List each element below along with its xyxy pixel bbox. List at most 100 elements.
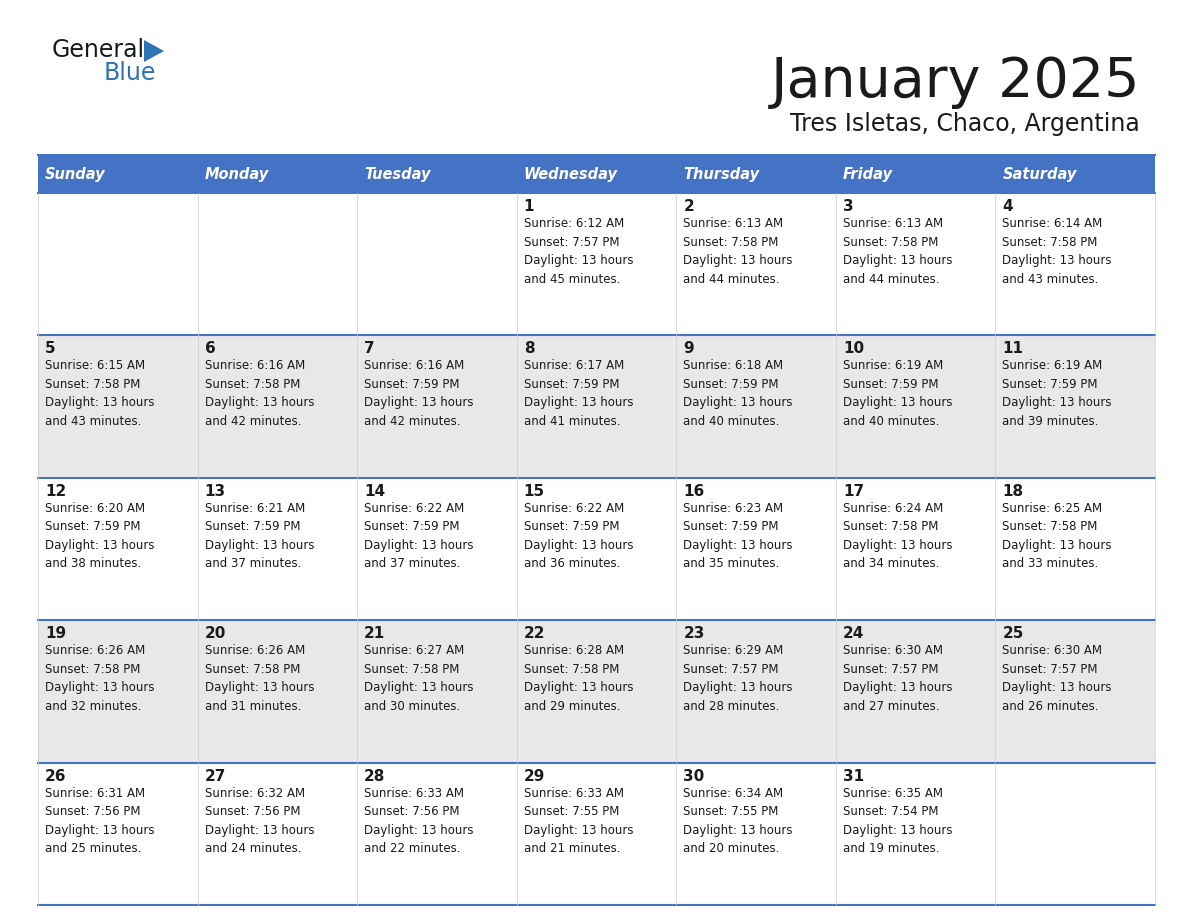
Bar bbox=[38, 477, 197, 621]
Text: 27: 27 bbox=[204, 768, 226, 784]
Text: Sunrise: 6:19 AM
Sunset: 7:59 PM
Daylight: 13 hours
and 40 minutes.: Sunrise: 6:19 AM Sunset: 7:59 PM Dayligh… bbox=[842, 360, 953, 428]
Text: Saturday: Saturday bbox=[1003, 166, 1076, 182]
Text: 19: 19 bbox=[45, 626, 67, 641]
Text: Sunrise: 6:32 AM
Sunset: 7:56 PM
Daylight: 13 hours
and 24 minutes.: Sunrise: 6:32 AM Sunset: 7:56 PM Dayligh… bbox=[204, 787, 314, 855]
Text: 18: 18 bbox=[1003, 484, 1024, 498]
Text: 28: 28 bbox=[365, 768, 386, 784]
Bar bbox=[836, 763, 996, 905]
Text: Sunrise: 6:24 AM
Sunset: 7:58 PM
Daylight: 13 hours
and 34 minutes.: Sunrise: 6:24 AM Sunset: 7:58 PM Dayligh… bbox=[842, 502, 953, 570]
Bar bbox=[358, 763, 517, 905]
Text: Thursday: Thursday bbox=[683, 166, 759, 182]
Text: Sunrise: 6:27 AM
Sunset: 7:58 PM
Daylight: 13 hours
and 30 minutes.: Sunrise: 6:27 AM Sunset: 7:58 PM Dayligh… bbox=[365, 644, 474, 712]
Bar bbox=[676, 155, 836, 193]
Bar bbox=[197, 477, 358, 621]
Text: Sunrise: 6:16 AM
Sunset: 7:58 PM
Daylight: 13 hours
and 42 minutes.: Sunrise: 6:16 AM Sunset: 7:58 PM Dayligh… bbox=[204, 360, 314, 428]
Text: 25: 25 bbox=[1003, 626, 1024, 641]
Bar bbox=[197, 193, 358, 335]
Text: Sunday: Sunday bbox=[45, 166, 106, 182]
Text: Sunrise: 6:35 AM
Sunset: 7:54 PM
Daylight: 13 hours
and 19 minutes.: Sunrise: 6:35 AM Sunset: 7:54 PM Dayligh… bbox=[842, 787, 953, 855]
Text: 30: 30 bbox=[683, 768, 704, 784]
Text: Sunrise: 6:23 AM
Sunset: 7:59 PM
Daylight: 13 hours
and 35 minutes.: Sunrise: 6:23 AM Sunset: 7:59 PM Dayligh… bbox=[683, 502, 792, 570]
Bar bbox=[517, 335, 676, 477]
Text: 2: 2 bbox=[683, 199, 694, 214]
Bar bbox=[676, 763, 836, 905]
Bar bbox=[836, 335, 996, 477]
Text: 5: 5 bbox=[45, 341, 56, 356]
Text: 3: 3 bbox=[842, 199, 853, 214]
Text: Sunrise: 6:12 AM
Sunset: 7:57 PM
Daylight: 13 hours
and 45 minutes.: Sunrise: 6:12 AM Sunset: 7:57 PM Dayligh… bbox=[524, 217, 633, 285]
Text: Sunrise: 6:20 AM
Sunset: 7:59 PM
Daylight: 13 hours
and 38 minutes.: Sunrise: 6:20 AM Sunset: 7:59 PM Dayligh… bbox=[45, 502, 154, 570]
Bar bbox=[517, 155, 676, 193]
Text: 12: 12 bbox=[45, 484, 67, 498]
Text: 22: 22 bbox=[524, 626, 545, 641]
Text: Sunrise: 6:15 AM
Sunset: 7:58 PM
Daylight: 13 hours
and 43 minutes.: Sunrise: 6:15 AM Sunset: 7:58 PM Dayligh… bbox=[45, 360, 154, 428]
Text: 13: 13 bbox=[204, 484, 226, 498]
Text: Sunrise: 6:31 AM
Sunset: 7:56 PM
Daylight: 13 hours
and 25 minutes.: Sunrise: 6:31 AM Sunset: 7:56 PM Dayligh… bbox=[45, 787, 154, 855]
Bar bbox=[836, 621, 996, 763]
Text: Sunrise: 6:16 AM
Sunset: 7:59 PM
Daylight: 13 hours
and 42 minutes.: Sunrise: 6:16 AM Sunset: 7:59 PM Dayligh… bbox=[365, 360, 474, 428]
Bar bbox=[996, 193, 1155, 335]
Text: Sunrise: 6:33 AM
Sunset: 7:55 PM
Daylight: 13 hours
and 21 minutes.: Sunrise: 6:33 AM Sunset: 7:55 PM Dayligh… bbox=[524, 787, 633, 855]
Text: Sunrise: 6:29 AM
Sunset: 7:57 PM
Daylight: 13 hours
and 28 minutes.: Sunrise: 6:29 AM Sunset: 7:57 PM Dayligh… bbox=[683, 644, 792, 712]
Text: Sunrise: 6:26 AM
Sunset: 7:58 PM
Daylight: 13 hours
and 32 minutes.: Sunrise: 6:26 AM Sunset: 7:58 PM Dayligh… bbox=[45, 644, 154, 712]
Bar bbox=[996, 477, 1155, 621]
Text: Sunrise: 6:13 AM
Sunset: 7:58 PM
Daylight: 13 hours
and 44 minutes.: Sunrise: 6:13 AM Sunset: 7:58 PM Dayligh… bbox=[683, 217, 792, 285]
Text: Sunrise: 6:25 AM
Sunset: 7:58 PM
Daylight: 13 hours
and 33 minutes.: Sunrise: 6:25 AM Sunset: 7:58 PM Dayligh… bbox=[1003, 502, 1112, 570]
Bar bbox=[197, 155, 358, 193]
Text: Sunrise: 6:33 AM
Sunset: 7:56 PM
Daylight: 13 hours
and 22 minutes.: Sunrise: 6:33 AM Sunset: 7:56 PM Dayligh… bbox=[365, 787, 474, 855]
Bar bbox=[676, 193, 836, 335]
Bar bbox=[517, 621, 676, 763]
Text: 23: 23 bbox=[683, 626, 704, 641]
Bar bbox=[197, 621, 358, 763]
Text: 6: 6 bbox=[204, 341, 215, 356]
Bar bbox=[197, 335, 358, 477]
Text: 10: 10 bbox=[842, 341, 864, 356]
Text: Sunrise: 6:22 AM
Sunset: 7:59 PM
Daylight: 13 hours
and 37 minutes.: Sunrise: 6:22 AM Sunset: 7:59 PM Dayligh… bbox=[365, 502, 474, 570]
Bar bbox=[38, 335, 197, 477]
Bar bbox=[517, 763, 676, 905]
Text: Sunrise: 6:18 AM
Sunset: 7:59 PM
Daylight: 13 hours
and 40 minutes.: Sunrise: 6:18 AM Sunset: 7:59 PM Dayligh… bbox=[683, 360, 792, 428]
Bar bbox=[996, 763, 1155, 905]
Bar bbox=[996, 155, 1155, 193]
Text: 4: 4 bbox=[1003, 199, 1013, 214]
Text: Tres Isletas, Chaco, Argentina: Tres Isletas, Chaco, Argentina bbox=[790, 112, 1140, 136]
Bar bbox=[517, 193, 676, 335]
Bar bbox=[996, 335, 1155, 477]
Text: 14: 14 bbox=[365, 484, 385, 498]
Bar bbox=[676, 335, 836, 477]
Bar bbox=[358, 193, 517, 335]
Text: 16: 16 bbox=[683, 484, 704, 498]
Text: Sunrise: 6:34 AM
Sunset: 7:55 PM
Daylight: 13 hours
and 20 minutes.: Sunrise: 6:34 AM Sunset: 7:55 PM Dayligh… bbox=[683, 787, 792, 855]
Text: 20: 20 bbox=[204, 626, 226, 641]
Bar bbox=[996, 621, 1155, 763]
Bar bbox=[836, 477, 996, 621]
Text: 9: 9 bbox=[683, 341, 694, 356]
Bar bbox=[358, 477, 517, 621]
Bar bbox=[358, 621, 517, 763]
Text: 11: 11 bbox=[1003, 341, 1023, 356]
Bar bbox=[38, 763, 197, 905]
Bar bbox=[358, 155, 517, 193]
Text: 21: 21 bbox=[365, 626, 385, 641]
Bar bbox=[197, 763, 358, 905]
Text: Sunrise: 6:19 AM
Sunset: 7:59 PM
Daylight: 13 hours
and 39 minutes.: Sunrise: 6:19 AM Sunset: 7:59 PM Dayligh… bbox=[1003, 360, 1112, 428]
Text: 17: 17 bbox=[842, 484, 864, 498]
Bar bbox=[836, 193, 996, 335]
Text: General: General bbox=[52, 38, 145, 62]
Text: 29: 29 bbox=[524, 768, 545, 784]
Bar bbox=[38, 155, 197, 193]
Text: January 2025: January 2025 bbox=[771, 55, 1140, 109]
Text: Sunrise: 6:30 AM
Sunset: 7:57 PM
Daylight: 13 hours
and 26 minutes.: Sunrise: 6:30 AM Sunset: 7:57 PM Dayligh… bbox=[1003, 644, 1112, 712]
Text: Sunrise: 6:14 AM
Sunset: 7:58 PM
Daylight: 13 hours
and 43 minutes.: Sunrise: 6:14 AM Sunset: 7:58 PM Dayligh… bbox=[1003, 217, 1112, 285]
Text: 31: 31 bbox=[842, 768, 864, 784]
Text: 1: 1 bbox=[524, 199, 535, 214]
Text: Sunrise: 6:13 AM
Sunset: 7:58 PM
Daylight: 13 hours
and 44 minutes.: Sunrise: 6:13 AM Sunset: 7:58 PM Dayligh… bbox=[842, 217, 953, 285]
Bar bbox=[517, 477, 676, 621]
Text: 26: 26 bbox=[45, 768, 67, 784]
Bar bbox=[836, 155, 996, 193]
Text: 7: 7 bbox=[365, 341, 374, 356]
Text: 15: 15 bbox=[524, 484, 545, 498]
Bar bbox=[676, 477, 836, 621]
Bar bbox=[38, 621, 197, 763]
Text: 24: 24 bbox=[842, 626, 864, 641]
